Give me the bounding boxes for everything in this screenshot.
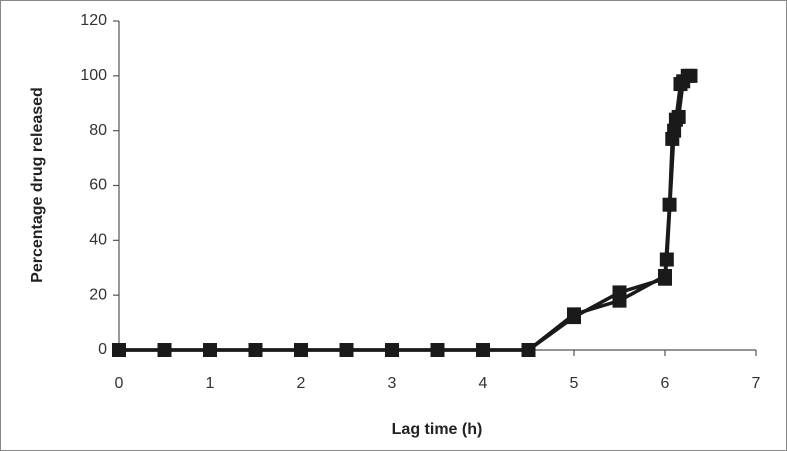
y-tick-label: 0	[98, 341, 107, 358]
data-point	[294, 343, 308, 357]
data-point	[683, 68, 698, 83]
y-tick-label: 120	[80, 12, 107, 29]
data-point	[659, 252, 674, 267]
data-point	[248, 343, 263, 357]
x-axis-title: Lag time (h)	[392, 421, 483, 438]
y-axis-title: Percentage drug released	[29, 87, 46, 283]
data-point	[203, 343, 217, 357]
x-tick-label: 6	[661, 375, 670, 392]
data-point	[671, 109, 686, 124]
x-tick-label: 4	[479, 375, 488, 392]
y-tick-label: 20	[89, 286, 107, 303]
y-tick-label: 40	[89, 232, 107, 249]
x-tick-label: 3	[388, 375, 397, 392]
data-point	[339, 343, 354, 357]
y-tick-label: 80	[89, 122, 107, 139]
x-tick-label: 0	[115, 375, 124, 392]
data-point	[430, 343, 445, 357]
y-tick-label: 60	[89, 177, 107, 194]
data-point	[667, 123, 682, 138]
data-point	[476, 343, 490, 357]
data-point	[658, 271, 672, 286]
y-tick-label: 100	[80, 67, 107, 84]
data-point	[112, 343, 126, 357]
x-tick-label: 2	[297, 375, 306, 392]
data-point	[567, 310, 581, 325]
data-point	[612, 285, 627, 300]
data-point	[385, 343, 399, 357]
x-tick-label: 5	[570, 375, 579, 392]
data-point	[521, 343, 536, 357]
data-point	[157, 343, 172, 357]
x-tick-label: 7	[752, 375, 761, 392]
x-tick-label: 1	[206, 375, 215, 392]
